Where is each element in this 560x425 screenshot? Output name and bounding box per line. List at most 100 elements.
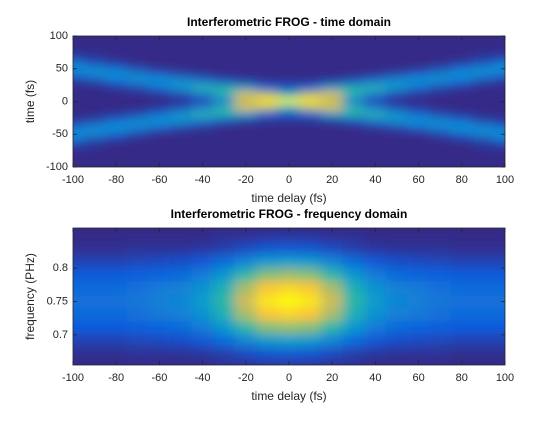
heatmap-cell — [256, 117, 279, 125]
heatmap-cell — [472, 78, 495, 86]
heatmap-cell — [234, 334, 258, 349]
heatmap-cell — [83, 78, 106, 86]
heatmap-cell — [385, 45, 409, 53]
heatmap-cell — [320, 64, 344, 73]
heatmap-cell — [256, 267, 279, 282]
heatmap-cell — [450, 334, 474, 349]
heatmap-cell — [191, 91, 214, 99]
heatmap-cell — [450, 280, 474, 296]
heatmap-cell — [472, 84, 495, 93]
heatmap-cell — [472, 361, 495, 365]
heatmap-cell — [342, 150, 366, 158]
heatmap-cell — [148, 51, 171, 60]
heatmap-cell — [169, 117, 193, 125]
heatmap-cell — [342, 110, 366, 119]
heatmap-cell — [320, 130, 344, 139]
heatmap-cell — [472, 123, 495, 132]
heatmap-cell — [191, 51, 214, 60]
heatmap-cell — [83, 267, 106, 282]
heatmap-cell — [256, 104, 279, 112]
heatmap-cell — [385, 91, 409, 99]
heatmap-cell — [428, 150, 452, 158]
heatmap-cell — [148, 267, 171, 282]
heatmap-cell — [169, 156, 193, 165]
heatmap-cell — [277, 321, 301, 336]
heatmap-cell — [148, 58, 171, 66]
heatmap-cell — [212, 45, 236, 53]
heatmap-cell — [320, 150, 344, 158]
heatmap-cell — [169, 71, 193, 80]
heatmap-cell — [450, 91, 474, 99]
heatmap-cell — [73, 45, 85, 53]
heatmap-cell — [428, 137, 452, 145]
heatmap-cell — [428, 36, 452, 40]
heatmap-cell — [450, 228, 474, 242]
heatmap-cell — [191, 130, 214, 139]
y-tick-label: -100 — [46, 161, 68, 173]
heatmap-cell — [364, 307, 387, 323]
heatmap-cell — [126, 36, 150, 40]
heatmap-cell — [277, 267, 301, 282]
heatmap-cell — [126, 45, 150, 53]
heatmap-cell — [385, 130, 409, 139]
heatmap-cell — [83, 334, 106, 349]
heatmap-cell — [212, 150, 236, 158]
heatmap-cell — [428, 78, 452, 86]
heatmap-cell — [320, 104, 344, 112]
heatmap-cell — [450, 347, 474, 363]
heatmap-cell — [385, 267, 409, 282]
heatmap-cell — [277, 123, 301, 132]
heatmap-cell — [407, 143, 430, 152]
heatmap-cell — [212, 228, 236, 242]
heatmap-cell — [83, 36, 106, 40]
heatmap-cell — [385, 143, 409, 152]
heatmap-cell — [493, 97, 505, 106]
heatmap-cell — [342, 143, 366, 152]
heatmap-cell — [299, 38, 322, 47]
heatmap-cell — [450, 110, 474, 119]
heatmap-cell — [342, 104, 366, 112]
heatmap-cell — [104, 45, 128, 53]
heatmap-cell — [83, 110, 106, 119]
heatmap-cell — [472, 163, 495, 167]
heatmap-cell — [104, 280, 128, 296]
heatmap-cell — [320, 347, 344, 363]
heatmap-cell — [493, 38, 505, 47]
heatmap-cell — [320, 97, 344, 106]
heatmap-cell — [320, 267, 344, 282]
heatmap-cell — [342, 307, 366, 323]
heatmap-cell — [83, 156, 106, 165]
x-tick-label: 0 — [286, 372, 292, 384]
heatmap-cell — [169, 254, 193, 269]
heatmap-cell — [256, 294, 279, 309]
heatmap-cell — [342, 36, 366, 40]
heatmap-cell — [493, 137, 505, 145]
heatmap-cell — [148, 347, 171, 363]
heatmap-cell — [385, 347, 409, 363]
heatmap-cell — [450, 71, 474, 80]
heatmap-cell — [256, 150, 279, 158]
heatmap-cell — [407, 156, 430, 165]
heatmap-cell — [493, 130, 505, 139]
heatmap-cell — [407, 91, 430, 99]
heatmap-cell — [364, 267, 387, 282]
heatmap-cell — [212, 97, 236, 106]
x-tick-label: 100 — [496, 372, 514, 384]
heatmap-cell — [212, 38, 236, 47]
heatmap-cell — [472, 280, 495, 296]
x-axis-label: time delay (fs) — [251, 389, 326, 403]
heatmap-cell — [212, 130, 236, 139]
heatmap-cell — [191, 228, 214, 242]
heatmap-cell — [126, 150, 150, 158]
heatmap-cell — [104, 110, 128, 119]
x-tick-label: -20 — [238, 372, 254, 384]
heatmap-cell — [126, 58, 150, 66]
heatmap-cell — [212, 321, 236, 336]
x-axis-label: time delay (fs) — [251, 191, 326, 205]
heatmap-cell — [104, 64, 128, 73]
heatmap-cell — [472, 334, 495, 349]
heatmap-cell — [256, 51, 279, 60]
heatmap-cell — [450, 104, 474, 112]
heatmap-cell — [73, 71, 85, 80]
heatmap-cell — [320, 91, 344, 99]
